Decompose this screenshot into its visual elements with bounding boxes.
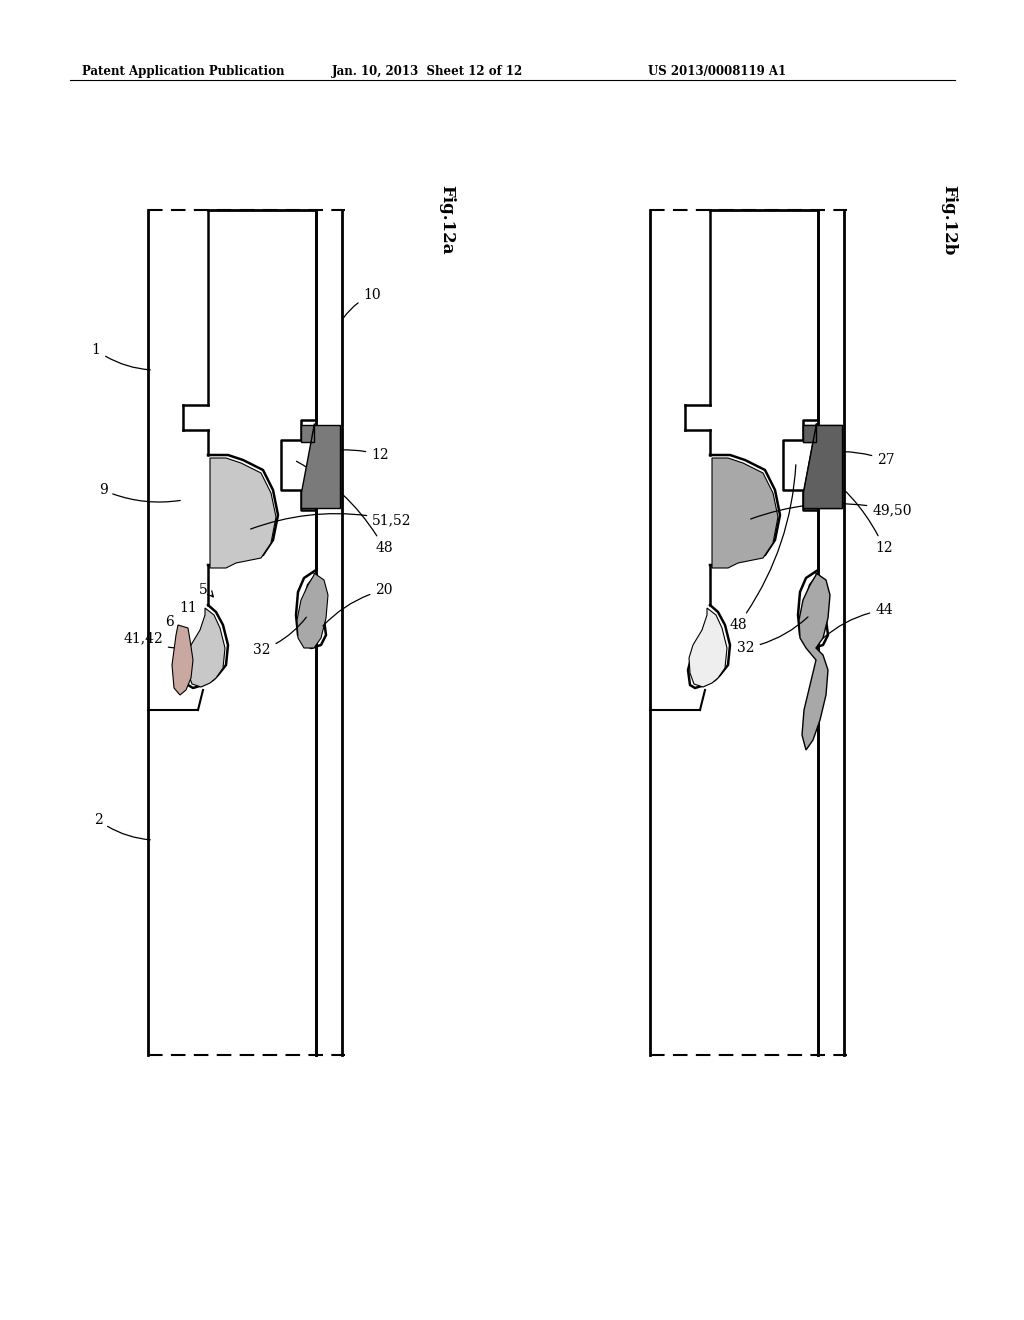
Text: 44: 44 [823,603,893,638]
Text: Fig.12a: Fig.12a [438,185,455,255]
Text: 12: 12 [313,447,389,462]
Text: 32: 32 [253,618,306,657]
Text: 27: 27 [813,451,895,467]
Polygon shape [172,624,193,696]
Text: 48: 48 [297,461,393,554]
Text: 20: 20 [323,583,393,626]
Text: 1: 1 [91,343,151,370]
Text: 12: 12 [815,466,893,554]
Text: 9: 9 [98,483,180,502]
Text: 32: 32 [737,616,808,655]
Text: Fig.12b: Fig.12b [940,185,957,255]
Polygon shape [301,422,340,508]
Polygon shape [689,609,727,686]
Text: 11: 11 [179,601,197,615]
Text: 51,52: 51,52 [251,513,412,529]
Polygon shape [210,458,276,568]
Text: 6: 6 [166,615,174,630]
Polygon shape [297,573,328,648]
Text: 48: 48 [729,465,796,632]
Polygon shape [187,609,225,686]
Text: Jan. 10, 2013  Sheet 12 of 12: Jan. 10, 2013 Sheet 12 of 12 [332,65,523,78]
Text: 49,50: 49,50 [751,503,911,519]
Text: US 2013/0008119 A1: US 2013/0008119 A1 [648,65,786,78]
Polygon shape [803,422,842,508]
Polygon shape [712,458,778,568]
Text: 5: 5 [199,583,208,597]
Polygon shape [799,573,830,750]
Text: 41,42: 41,42 [123,631,183,648]
Text: Patent Application Publication: Patent Application Publication [82,65,285,78]
Polygon shape [803,422,842,508]
Text: 10: 10 [344,288,381,318]
Text: 2: 2 [93,813,151,840]
